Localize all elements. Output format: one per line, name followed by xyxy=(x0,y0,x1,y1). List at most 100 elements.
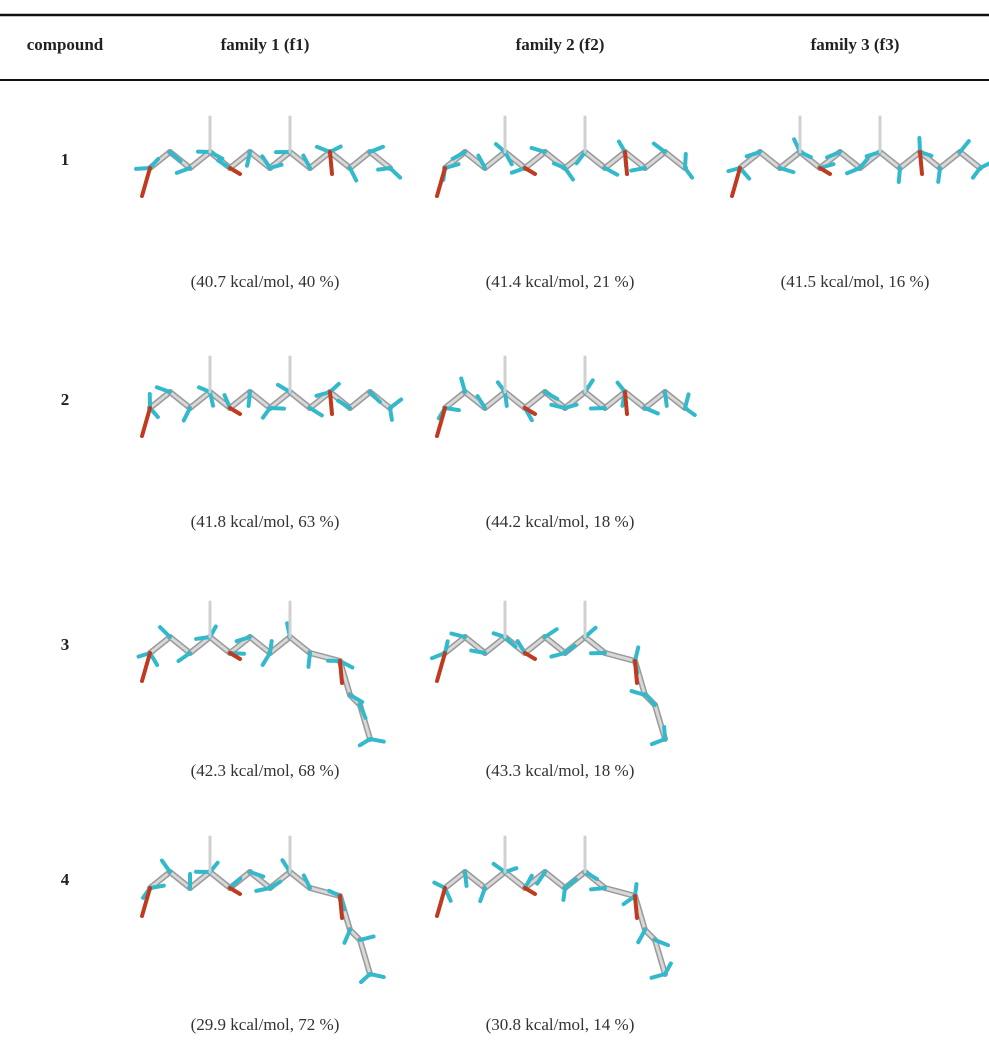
hydrogen xyxy=(960,141,969,152)
oxygen xyxy=(340,896,342,918)
hydrogen xyxy=(652,739,665,744)
hydrogen xyxy=(565,168,573,180)
conformer-caption: (44.2 kcal/mol, 18 %) xyxy=(486,512,635,532)
oxygen xyxy=(142,168,150,196)
hydrogen xyxy=(605,168,617,175)
compound-number: 3 xyxy=(61,635,70,655)
oxygen xyxy=(340,661,342,683)
hydrogen xyxy=(591,408,605,409)
hydrogen xyxy=(919,138,920,152)
oxygen xyxy=(732,168,740,196)
bond xyxy=(270,392,290,408)
bond xyxy=(170,392,190,408)
oxygen xyxy=(230,408,240,414)
hydrogen xyxy=(270,882,280,888)
hydrogen xyxy=(563,888,565,900)
bond xyxy=(780,152,800,168)
hydrogen xyxy=(465,872,467,886)
oxygen xyxy=(437,888,445,916)
bond xyxy=(505,872,525,888)
hydrogen xyxy=(361,974,370,982)
oxygen xyxy=(230,888,240,894)
oxygen xyxy=(142,408,150,436)
conformer-caption: (43.3 kcal/mol, 18 %) xyxy=(486,761,635,781)
hydrogen xyxy=(645,408,658,413)
bond xyxy=(310,152,330,168)
conformer-caption: (30.8 kcal/mol, 14 %) xyxy=(486,1015,635,1035)
bond xyxy=(585,152,605,168)
hydrogen xyxy=(370,147,383,152)
bond xyxy=(760,152,780,168)
hydrogen xyxy=(664,727,665,739)
bond xyxy=(290,637,310,653)
bond xyxy=(350,152,370,168)
hydrogen xyxy=(545,629,557,637)
bond xyxy=(585,637,605,653)
bond xyxy=(170,872,190,888)
bond xyxy=(525,637,545,653)
hydrogen xyxy=(635,647,638,661)
bond xyxy=(190,392,210,408)
oxygen xyxy=(635,661,637,683)
bond xyxy=(150,392,170,408)
bond xyxy=(605,152,625,168)
hydrogen xyxy=(150,886,164,888)
bond xyxy=(545,637,565,653)
hydrogen xyxy=(256,888,270,891)
hydrogen xyxy=(665,964,671,974)
hydrogen xyxy=(938,168,940,182)
hydrogen xyxy=(317,147,330,152)
conformer-caption: (41.8 kcal/mol, 63 %) xyxy=(191,512,340,532)
oxygen xyxy=(525,168,535,174)
bond xyxy=(210,872,230,888)
conformer-caption: (42.3 kcal/mol, 68 %) xyxy=(191,761,340,781)
column-header: family 1 (f1) xyxy=(221,35,310,55)
bond xyxy=(645,152,665,168)
bond xyxy=(290,392,310,408)
compound-number: 2 xyxy=(61,390,70,410)
hydrogen xyxy=(160,627,170,637)
compound-number: 4 xyxy=(61,870,70,890)
oxygen xyxy=(820,168,830,174)
oxygen xyxy=(625,392,627,414)
hydrogen xyxy=(263,408,270,418)
oxygen xyxy=(437,168,445,196)
hydrogen xyxy=(532,148,545,152)
oxygen xyxy=(920,152,922,174)
bond xyxy=(250,637,270,653)
hydrogen xyxy=(847,168,860,173)
hydrogen xyxy=(461,379,465,392)
hydrogen xyxy=(378,168,390,170)
hydrogen xyxy=(390,408,392,420)
hydrogen xyxy=(278,385,290,392)
hydrogen xyxy=(591,888,605,889)
bond xyxy=(960,152,980,168)
hydrogen xyxy=(445,408,459,410)
hydrogen xyxy=(310,408,322,415)
hydrogen xyxy=(177,168,190,173)
oxygen xyxy=(525,653,535,659)
bond xyxy=(250,392,270,408)
hydrogen xyxy=(685,154,686,168)
column-header: compound xyxy=(27,35,104,55)
bond xyxy=(190,152,210,168)
bond xyxy=(170,637,190,653)
hydrogen xyxy=(360,739,370,745)
hydrogen xyxy=(157,387,170,392)
bond xyxy=(880,152,900,168)
hydrogen xyxy=(199,387,210,392)
hydrogen xyxy=(494,633,505,637)
hydrogen xyxy=(685,168,692,178)
bond xyxy=(900,152,920,168)
bond xyxy=(190,872,210,888)
hydrogen xyxy=(505,392,507,406)
bond xyxy=(360,940,370,974)
hydrogen xyxy=(360,936,374,940)
bond xyxy=(645,392,665,408)
hydrogen xyxy=(585,628,596,637)
bond xyxy=(485,392,505,408)
oxygen xyxy=(230,168,240,174)
conformer-caption: (29.9 kcal/mol, 72 %) xyxy=(191,1015,340,1035)
hydrogen xyxy=(350,168,356,181)
hydrogen xyxy=(451,634,465,637)
